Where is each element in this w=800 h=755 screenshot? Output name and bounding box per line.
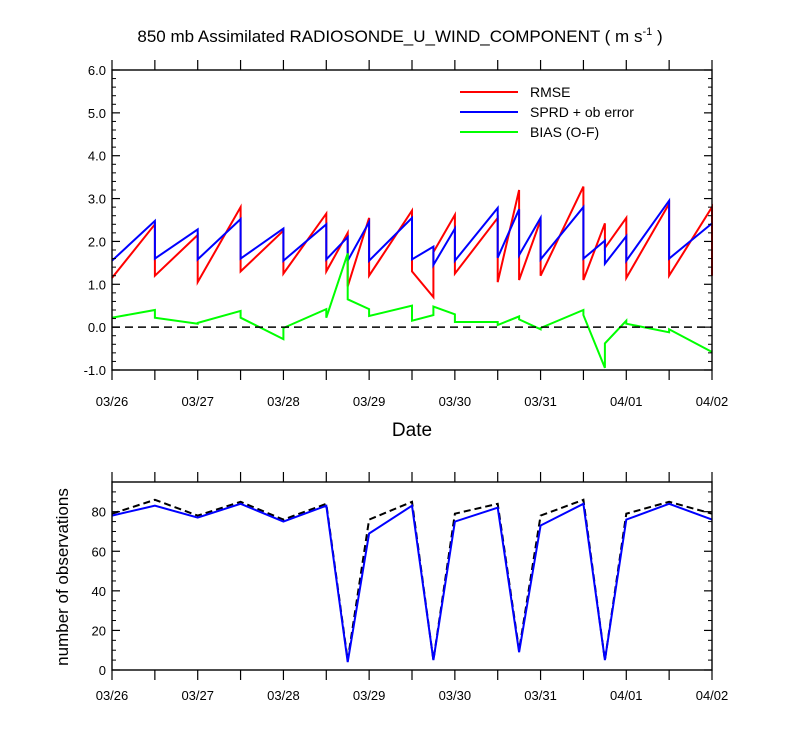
y-tick-label: 0.0: [88, 320, 106, 335]
y-tick-label: 40: [92, 584, 106, 599]
y-tick-label: 20: [92, 623, 106, 638]
x-tick-label: 03/31: [524, 394, 557, 409]
y-axis-label: number of observations: [53, 488, 72, 666]
y-tick-label: -1.0: [84, 363, 106, 378]
title-main: 850 mb Assimilated RADIOSONDE_U_WIND_COM…: [137, 27, 642, 46]
x-tick-label: 04/02: [696, 688, 729, 703]
bottom-x-tick-labels: 03/26 03/27 03/28 03/29 03/30 03/31 04/01 04/02: [96, 688, 729, 703]
x-tick-label: 03/27: [181, 688, 214, 703]
top-y-tick-labels: -1.0 0.0 1.0 2.0 3.0 4.0 5.0 6.0: [84, 63, 106, 378]
x-tick-label: 04/01: [610, 394, 643, 409]
x-tick-label: 03/29: [353, 688, 386, 703]
x-tick-label: 04/02: [696, 394, 729, 409]
x-tick-label: 03/31: [524, 688, 557, 703]
legend: RMSE SPRD + ob error BIAS (O-F): [460, 84, 634, 140]
y-tick-label: 60: [92, 544, 106, 559]
legend-label-rmse: RMSE: [530, 84, 570, 100]
y-tick-label: 2.0: [88, 234, 106, 249]
x-tick-label: 03/28: [267, 394, 300, 409]
y-tick-label: 80: [92, 505, 106, 520]
title-superscript: -1: [642, 26, 652, 38]
x-tick-label: 04/01: [610, 688, 643, 703]
x-tick-label: 03/26: [96, 688, 129, 703]
y-tick-label: 3.0: [88, 192, 106, 207]
bottom-plot-frame: [111, 481, 713, 671]
top-x-tick-labels: 03/26 03/27 03/28 03/29 03/30 03/31 04/01 04/02: [96, 394, 729, 409]
y-tick-label: 5.0: [88, 106, 106, 121]
series-line-possible: [111, 498, 713, 661]
x-tick-label: 03/27: [181, 394, 214, 409]
x-axis-label: Date: [392, 420, 432, 441]
top-series-lines: [111, 186, 713, 369]
x-tick-label: 03/30: [439, 394, 472, 409]
legend-label-bias: BIAS (O-F): [530, 124, 599, 140]
y-tick-label: 1.0: [88, 277, 106, 292]
x-tick-label: 03/29: [353, 394, 386, 409]
legend-label-sprd: SPRD + ob error: [530, 104, 634, 120]
x-tick-label: 03/30: [439, 688, 472, 703]
bottom-panel: 0 20 40 60 80 03/26 03/27 03/28 03/29 03/30 03/31…: [53, 472, 728, 703]
y-tick-label: 6.0: [88, 63, 106, 78]
x-tick-label: 03/28: [267, 688, 300, 703]
title-end: ): [652, 27, 662, 46]
bottom-series-lines: [111, 498, 713, 663]
series-line-assimilated: [111, 502, 713, 663]
y-tick-label: 4.0: [88, 149, 106, 164]
series-line-bias-o-f: [111, 253, 713, 369]
chart-title: 850 mb Assimilated RADIOSONDE_U_WIND_COM…: [137, 26, 662, 46]
top-panel: -1.00.01.02.03.04.05.06.0 03/26 03/27 03/2…: [84, 60, 729, 441]
bottom-y-tick-labels: 0 20 40 60 80: [92, 505, 106, 678]
top-plot-frame: [111, 69, 713, 371]
y-tick-label: 0: [99, 663, 106, 678]
x-tick-label: 03/26: [96, 394, 129, 409]
series-line-sprd-ob-error: [111, 197, 713, 269]
